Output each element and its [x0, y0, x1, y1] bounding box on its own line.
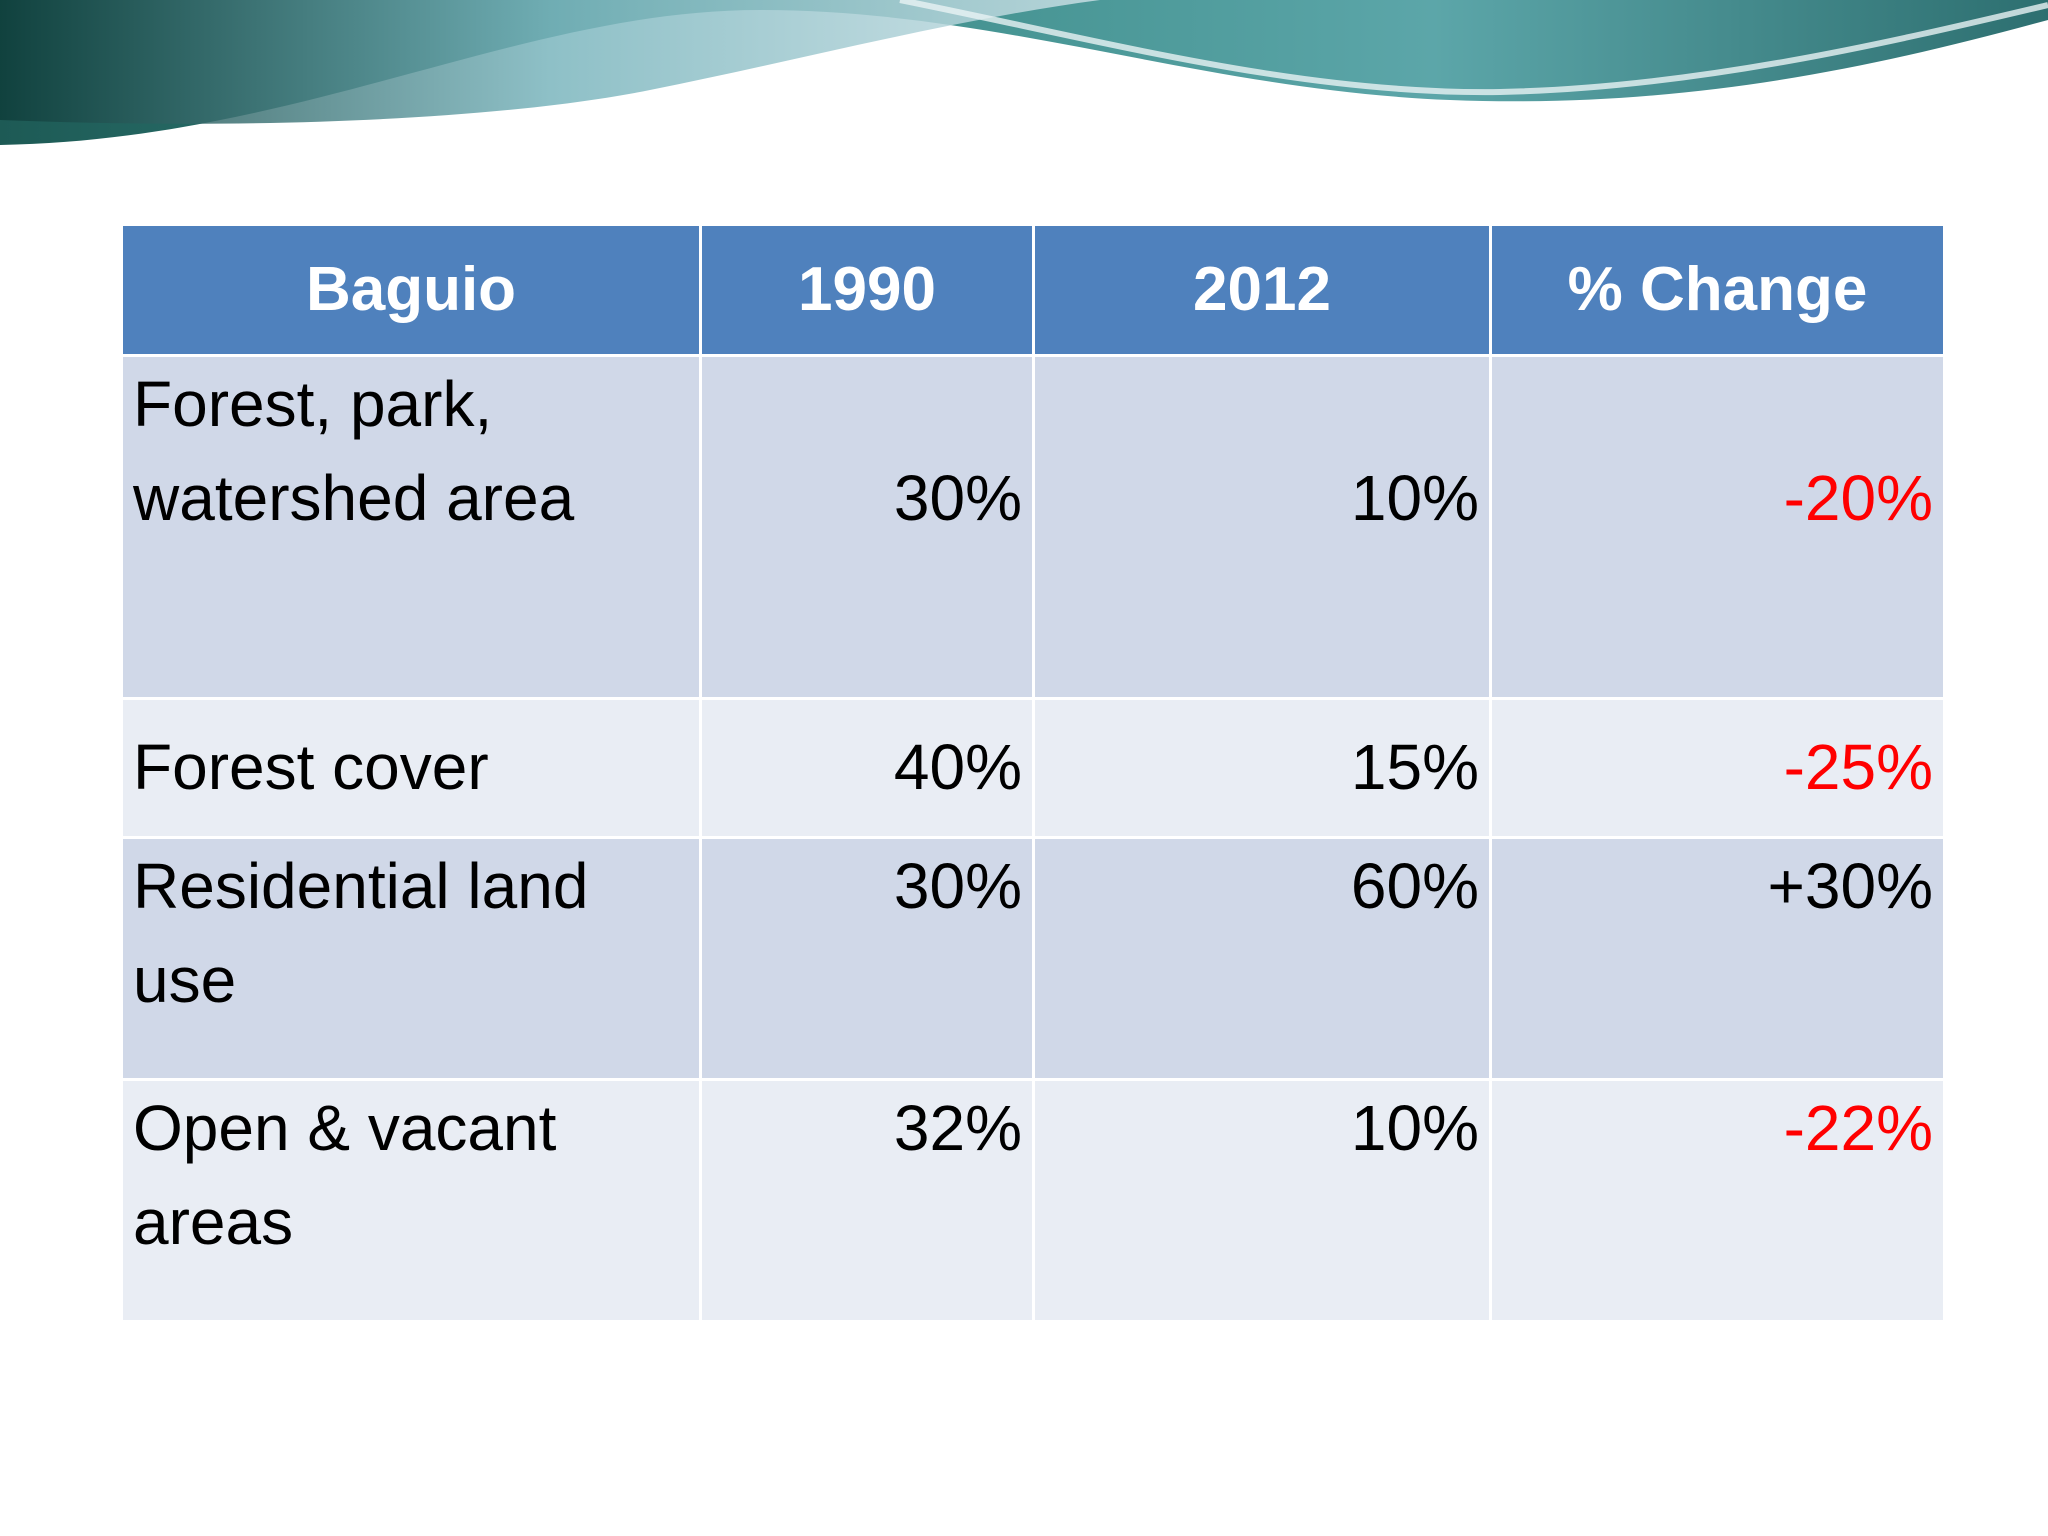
row-label: Forest cover	[120, 697, 702, 839]
cell: -25%	[1489, 697, 1946, 839]
cell: +30%	[1489, 836, 1946, 1081]
cell: 30%	[699, 836, 1035, 1081]
cell: 60%	[1032, 836, 1492, 1081]
cell: 10%	[1032, 354, 1492, 700]
row-label: Residential land use	[120, 836, 702, 1081]
header-cell: 1990	[699, 223, 1035, 357]
header-cell: Baguio	[120, 223, 702, 357]
header-cell: % Change	[1489, 223, 1946, 357]
table-row: Forest cover 40% 15% -25%	[120, 697, 1946, 839]
header-cell: 2012	[1032, 223, 1492, 357]
cell: 32%	[699, 1078, 1035, 1323]
cell: 30%	[699, 354, 1035, 700]
data-table: Baguio 1990 2012 % Change Forest, park, …	[120, 223, 1946, 1323]
table-row: Open & vacant areas 32% 10% -22%	[120, 1078, 1946, 1323]
table-row: Residential land use 30% 60% +30%	[120, 836, 1946, 1081]
cell: -20%	[1489, 354, 1946, 700]
cell: 40%	[699, 697, 1035, 839]
header-row: Baguio 1990 2012 % Change	[120, 223, 1946, 357]
header-wave	[0, 0, 2048, 145]
row-label: Open & vacant areas	[120, 1078, 702, 1323]
cell: 10%	[1032, 1078, 1492, 1323]
cell: 15%	[1032, 697, 1492, 839]
row-label: Forest, park, watershed area	[120, 354, 702, 700]
table-row: Forest, park, watershed area 30% 10% -20…	[120, 354, 1946, 700]
cell: -22%	[1489, 1078, 1946, 1323]
